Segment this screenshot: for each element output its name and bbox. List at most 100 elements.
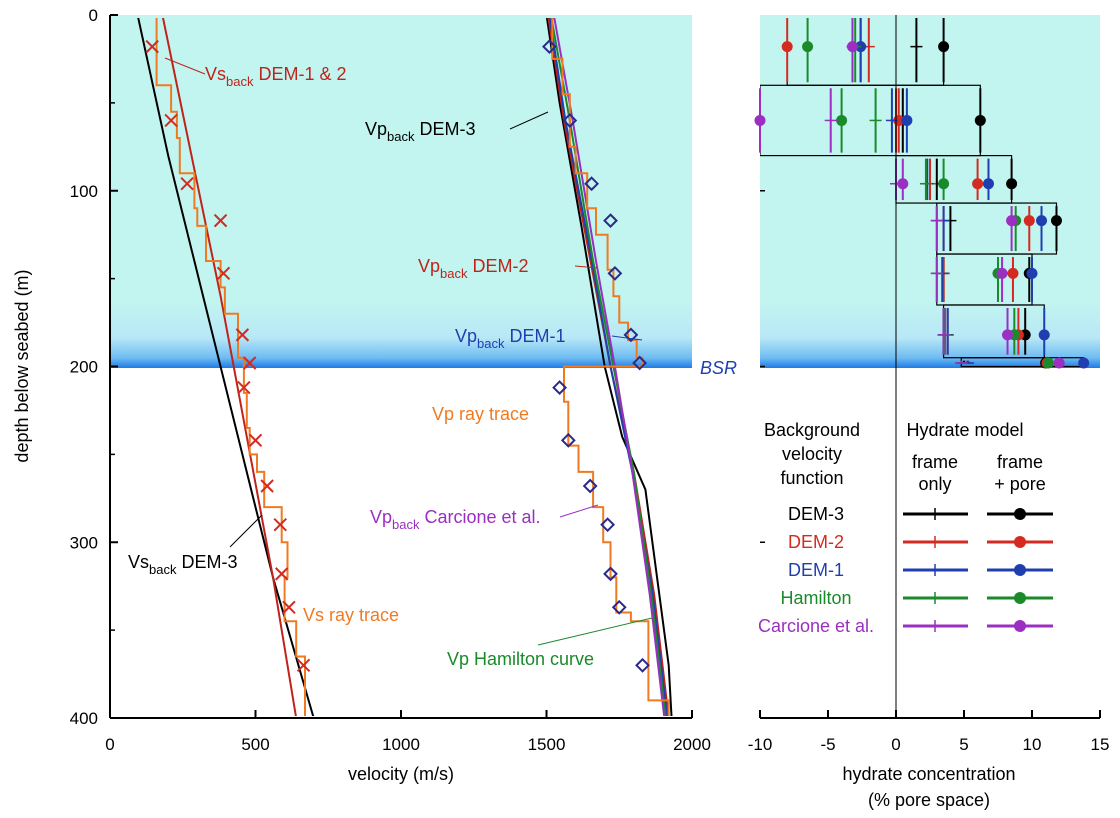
legend-header-frame-pore: + pore — [994, 474, 1046, 494]
legend-frame-pore-point — [1014, 620, 1026, 632]
hydrate-tick-label: 15 — [1091, 735, 1110, 754]
velocity-tick-label: 0 — [105, 735, 114, 754]
annotation-vp_hamilton: Vp Hamilton curve — [447, 649, 594, 669]
vp-ray-marker — [600, 517, 616, 533]
vp-ray-marker — [611, 599, 627, 615]
vp-ray-marker — [607, 265, 623, 281]
vs-ray-marker — [274, 567, 289, 581]
velocity-tick-label: 1000 — [382, 735, 420, 754]
frame-pore-point-DEM-1 — [1026, 267, 1038, 279]
vs-ray-marker — [180, 177, 194, 191]
legend-header-frame-pore: frame — [997, 452, 1043, 472]
vs-ray-marker-stroke — [282, 600, 296, 614]
vs-ray-marker — [282, 600, 296, 614]
vp-ray-marker — [541, 39, 557, 55]
velocity-tick-label: 1500 — [528, 735, 566, 754]
vp-ray-marker — [560, 432, 576, 448]
frame-pore-point-Carcione et al. — [897, 178, 909, 190]
legend-header-background: Background — [764, 420, 860, 440]
vs-ray-marker-stroke — [216, 266, 231, 281]
hydrate-tick-label: 0 — [891, 735, 900, 754]
hydrate-axis-label: hydrate concentration — [842, 764, 1015, 784]
vs-ray-marker — [242, 356, 257, 370]
vs-ray-marker-stroke — [213, 213, 228, 228]
frame-pore-point-DEM-2 — [781, 41, 793, 53]
hydrate-tick-label: 10 — [1023, 735, 1042, 754]
hydrate-tick-label: -5 — [820, 735, 835, 754]
depth-tick-label: 200 — [70, 358, 98, 377]
frame-pore-point-Carcione et al. — [754, 114, 766, 126]
velocity-panel: 0 500 1000 1500 2000 0 100 200 300 400 Vsback DEM… — [12, 6, 711, 784]
frame-pore-point-Hamilton — [802, 41, 814, 53]
vs-ray-marker-stroke — [274, 567, 289, 581]
legend-frame-pore-point — [1014, 592, 1026, 604]
legend-label-DEM-3: DEM-3 — [788, 504, 844, 524]
frame-pore-point-DEM-1 — [1036, 215, 1048, 227]
vp-ray-marker — [562, 113, 578, 128]
vs-ray-marker-stroke — [296, 658, 311, 672]
annotation-leader-vp_hamilton — [537, 617, 653, 646]
frame-pore-point-Carcione et al. — [1053, 357, 1065, 369]
frame-pore-point-DEM-1 — [1038, 329, 1050, 341]
vp-ray-marker — [584, 176, 600, 192]
annotation-leader-vp_back_dem1 — [611, 335, 643, 341]
frame-pore-point-DEM-3 — [938, 41, 950, 53]
annotation-vp_back_carcione: Vpback Carcione et al. — [370, 507, 541, 532]
legend-label-Carcione et al.: Carcione et al. — [758, 616, 874, 636]
frame-pore-point-Carcione et al. — [996, 267, 1008, 279]
legend-header-background: velocity — [782, 444, 842, 464]
annotation-leader-vp_back_dem2 — [574, 265, 599, 269]
vp-ray-marker — [603, 566, 618, 582]
velocity-annotations: Vsback DEM-1 & 2 Vpback DEM-3 Vpback DEM-2… — [128, 57, 653, 669]
depth-tick-label: 0 — [89, 6, 98, 25]
annotation-vs_ray: Vs ray trace — [303, 605, 399, 625]
vp-ray-marker — [623, 327, 639, 343]
depth-tick-label: 100 — [70, 182, 98, 201]
depth-axis-label: depth below seabed (m) — [12, 269, 32, 462]
vs-ray-marker-stroke — [164, 113, 178, 128]
legend-header-hydrate-model: Hydrate model — [906, 420, 1023, 440]
hydrate-axis-label-units: (% pore space) — [868, 790, 990, 810]
vs-ray-marker-stroke — [180, 177, 194, 191]
vs-ray-marker-stroke — [145, 39, 159, 54]
frame-pore-point-DEM-3 — [974, 114, 986, 126]
hydrate-tick-label: 5 — [959, 735, 968, 754]
hydrate-series-layer — [754, 18, 1090, 369]
depth-tick-label: 400 — [70, 709, 98, 728]
vs-ray-marker — [248, 433, 263, 448]
frame-pore-point-Hamilton — [938, 178, 950, 190]
hydrate-legend: Background velocity function Hydrate model f… — [758, 420, 1053, 636]
depth-tick-label: 300 — [70, 533, 98, 552]
velocity-tick-label: 2000 — [673, 735, 711, 754]
legend-frame-pore-point — [1014, 536, 1026, 548]
annotation-vp_back_dem2: Vpback DEM-2 — [418, 256, 529, 281]
frame-pore-point-DEM-1 — [901, 114, 913, 126]
series-vp_back_dem3 — [545, 18, 673, 716]
frame-pore-point-Carcione et al. — [1006, 215, 1018, 227]
frame-pore-point-DEM-1 — [1078, 357, 1090, 369]
frame-pore-point-DEM-3 — [1006, 178, 1018, 190]
annotation-leader-vs_back_dem12 — [164, 57, 206, 75]
annotation-leader-vp_back_carcione — [559, 504, 599, 518]
vp-ray-marker — [635, 657, 650, 673]
legend-label-Hamilton: Hamilton — [780, 588, 851, 608]
frame-pore-point-DEM-1 — [982, 178, 994, 190]
legend-header-background: function — [780, 468, 843, 488]
vs-ray-marker — [273, 517, 287, 532]
velocity-tick-label: 500 — [241, 735, 269, 754]
frame-pore-point-DEM-3 — [1050, 215, 1062, 227]
frame-pore-point-DEM-2 — [1007, 267, 1019, 279]
vs-ray-marker-stroke — [260, 479, 274, 493]
hydrate-axes: -10 -5 0 5 10 15 — [748, 15, 1110, 754]
series-vs_back_dem3 — [137, 18, 315, 716]
series-vs_back_dem12 — [161, 18, 297, 716]
legend-frame-pore-point — [1014, 508, 1026, 520]
annotation-vp_ray: Vp ray trace — [432, 404, 529, 424]
series-vs_ray — [155, 18, 306, 716]
annotation-vp_back_dem1: Vpback DEM-1 — [455, 326, 566, 351]
vs-ray-marker — [145, 39, 159, 54]
vs-ray-marker — [213, 213, 228, 228]
vs-ray-marker — [237, 380, 251, 395]
annotation-leader-vp_back_dem3 — [509, 111, 549, 130]
legend-frame-pore-point — [1014, 564, 1026, 576]
